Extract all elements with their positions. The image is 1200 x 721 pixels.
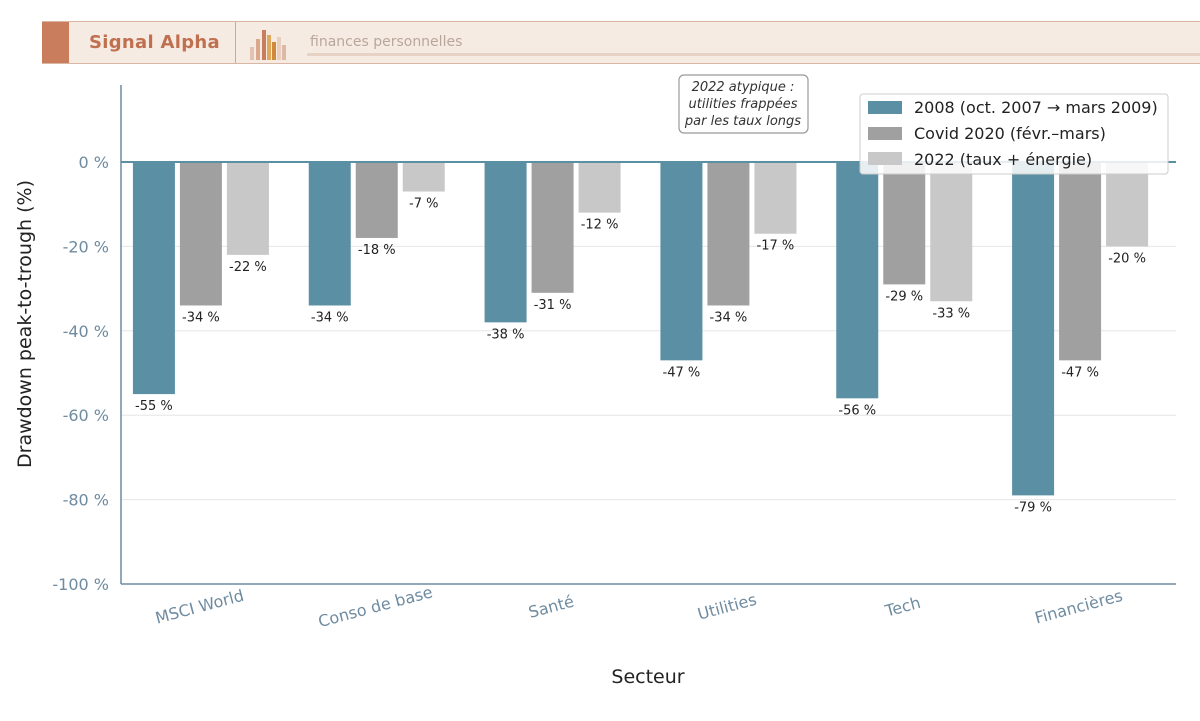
x-tick-label: MSCI World xyxy=(153,586,246,628)
bar xyxy=(484,162,527,323)
x-tick-label: Tech xyxy=(882,593,923,621)
header-divider xyxy=(235,22,236,63)
bar-value-label: -31 % xyxy=(534,298,572,313)
bar-value-label: -29 % xyxy=(885,289,923,304)
bar xyxy=(531,162,574,293)
x-tick-label: Financières xyxy=(1033,586,1125,628)
bar xyxy=(402,162,445,192)
bar-value-label: -47 % xyxy=(1061,365,1099,380)
header-banner: Signal Alpha finances personnelles xyxy=(42,21,1200,64)
bar xyxy=(1059,162,1102,361)
data-labels: -55 % -34 % -22 % -34 % -18 % -7 % -38 % -31 % -… xyxy=(135,197,1146,516)
bar xyxy=(1106,162,1149,247)
bar-value-label: -34 % xyxy=(710,310,748,325)
grid xyxy=(121,245,1176,501)
x-tick-label: Conso de base xyxy=(316,582,434,631)
bar-value-label: -34 % xyxy=(311,310,349,325)
bar xyxy=(754,162,797,234)
bar xyxy=(308,162,351,306)
bar xyxy=(355,162,398,238)
bar xyxy=(930,162,973,302)
bar-value-label: -20 % xyxy=(1108,251,1146,266)
bars xyxy=(132,162,1149,496)
bar xyxy=(1012,162,1055,496)
tagline: finances personnelles xyxy=(310,34,463,50)
annotation-line-3: par les taux longs xyxy=(684,114,801,129)
bar-value-label: -12 % xyxy=(581,218,619,233)
bar-value-label: -79 % xyxy=(1014,500,1052,515)
bar-value-label: -18 % xyxy=(358,243,396,258)
bar-value-label: -17 % xyxy=(757,239,795,254)
bar-value-label: -34 % xyxy=(182,310,220,325)
y-tick-label: -80 % xyxy=(63,491,109,510)
legend-label-2022: 2022 (taux + énergie) xyxy=(914,150,1092,169)
bar-value-label: -55 % xyxy=(135,399,173,414)
y-tick-label: -60 % xyxy=(63,406,109,425)
y-axis-title: Drawdown peak-to-trough (%) xyxy=(14,180,36,468)
legend-swatch-2008 xyxy=(868,101,902,114)
x-axis-title: Secteur xyxy=(611,666,684,688)
x-tick-label: Santé xyxy=(526,592,576,622)
legend-label-2008: 2008 (oct. 2007 → mars 2009) xyxy=(914,98,1158,117)
bar-value-label: -56 % xyxy=(838,403,876,418)
bar-chart-logo-icon xyxy=(250,30,286,60)
legend: 2008 (oct. 2007 → mars 2009) Covid 2020 … xyxy=(859,93,1169,175)
bar xyxy=(179,162,222,306)
bar xyxy=(226,162,269,255)
legend-swatch-covid xyxy=(868,127,902,140)
y-tick-label: -20 % xyxy=(63,237,109,256)
annotation-box: 2022 atypique : utilities frappées par l… xyxy=(678,74,809,134)
brand-color-block xyxy=(42,22,69,63)
bar-value-label: -22 % xyxy=(229,260,267,275)
brand-name: Signal Alpha xyxy=(89,32,220,53)
annotation-line-1: 2022 atypique : xyxy=(692,80,795,95)
tagline-underline xyxy=(307,53,1200,56)
bar xyxy=(707,162,750,306)
bar xyxy=(660,162,703,361)
x-tick-label: Utilities xyxy=(695,590,758,624)
y-tick-label: -40 % xyxy=(63,322,109,341)
y-tick-label: -100 % xyxy=(52,575,109,594)
annotation-line-2: utilities frappées xyxy=(689,97,798,112)
bar xyxy=(836,162,879,399)
legend-label-covid: Covid 2020 (févr.–mars) xyxy=(914,124,1106,143)
bar-value-label: -7 % xyxy=(409,197,438,212)
bar-value-label: -38 % xyxy=(487,327,525,342)
bar xyxy=(578,162,621,213)
legend-swatch-2022 xyxy=(868,152,902,165)
bar xyxy=(883,162,926,285)
bar-value-label: -33 % xyxy=(932,306,970,321)
bar xyxy=(132,162,175,395)
y-tick-label: 0 % xyxy=(79,153,109,172)
bar-value-label: -47 % xyxy=(663,365,701,380)
